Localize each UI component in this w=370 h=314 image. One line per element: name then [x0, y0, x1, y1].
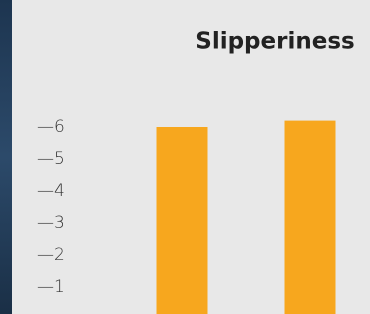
y-tick-label: —2: [37, 245, 65, 265]
y-tick-label: —1: [37, 277, 65, 297]
chart-title: Slipperiness: [195, 29, 354, 55]
side-strip: [0, 0, 12, 314]
y-tick-label: —6: [37, 117, 65, 137]
page: Slipperiness —1—2—3—4—5—6 (() => { const…: [0, 0, 370, 314]
bar: [157, 127, 208, 314]
y-tick-label: —4: [37, 181, 65, 201]
y-tick-label: —5: [37, 149, 65, 169]
bar: [285, 121, 336, 314]
y-tick-label: —3: [37, 213, 65, 233]
chart: Slipperiness —1 —2 —3 —4 —5 —6: [0, 0, 370, 314]
